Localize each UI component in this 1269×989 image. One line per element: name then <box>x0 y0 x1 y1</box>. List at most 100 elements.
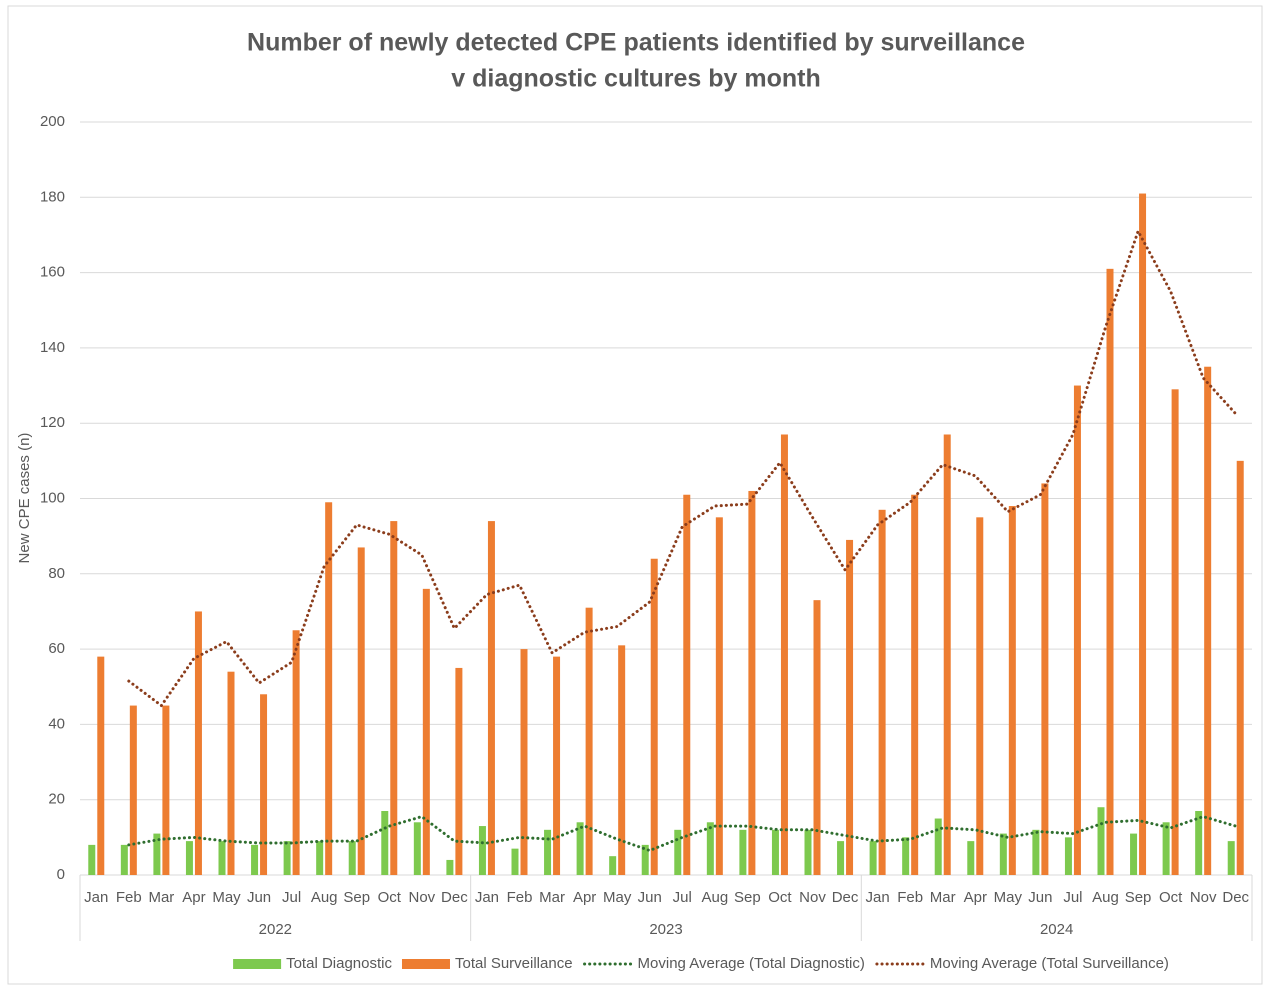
legend-label: Total Surveillance <box>455 955 573 972</box>
x-tick-label: Oct <box>768 889 792 906</box>
bar <box>129 705 137 875</box>
y-tick-label: 200 <box>40 113 65 130</box>
y-tick-label: 20 <box>48 791 65 808</box>
x-tick-label: Sep <box>343 889 370 906</box>
bar <box>585 607 593 875</box>
x-tick-label: Jun <box>247 889 271 906</box>
bar <box>804 829 812 875</box>
bar <box>162 705 170 875</box>
bar <box>316 841 324 875</box>
x-tick-label: Jan <box>84 889 108 906</box>
bar <box>934 818 942 875</box>
bar <box>1041 483 1049 875</box>
x-tick-label: Nov <box>408 889 435 906</box>
x-tick-label: May <box>212 889 241 906</box>
bar <box>487 521 495 875</box>
x-tick-label: Jun <box>638 889 662 906</box>
bar <box>999 833 1007 875</box>
bar <box>413 822 421 875</box>
y-tick-label: 100 <box>40 489 65 506</box>
bar <box>1236 460 1244 875</box>
x-tick-label: Jun <box>1028 889 1052 906</box>
x-tick-label: Oct <box>1159 889 1183 906</box>
x-group-label: 2024 <box>1040 921 1073 938</box>
bar <box>1008 506 1016 875</box>
bar <box>618 645 626 875</box>
chart-title: Number of newly detected CPE patients id… <box>247 29 1025 57</box>
x-tick-label: Oct <box>378 889 402 906</box>
bar <box>715 517 723 875</box>
legend-label: Moving Average (Total Diagnostic) <box>638 955 865 972</box>
bar <box>1162 822 1170 875</box>
legend-label: Moving Average (Total Surveillance) <box>930 955 1169 972</box>
bar <box>227 671 235 875</box>
x-tick-label: May <box>603 889 632 906</box>
y-tick-label: 0 <box>57 866 65 883</box>
bar <box>846 539 854 875</box>
bar <box>553 656 561 875</box>
y-tick-label: 140 <box>40 339 65 356</box>
x-tick-label: Sep <box>734 889 761 906</box>
x-group-label: 2023 <box>649 921 682 938</box>
y-tick-label: 80 <box>48 565 65 582</box>
x-tick-label: Jul <box>673 889 692 906</box>
bar <box>943 434 951 875</box>
x-tick-label: Dec <box>832 889 859 906</box>
bar <box>455 667 463 875</box>
bar <box>153 833 161 875</box>
x-tick-label: Sep <box>1125 889 1152 906</box>
bar <box>1130 833 1138 875</box>
bar <box>520 649 528 875</box>
y-tick-label: 160 <box>40 264 65 281</box>
bar <box>771 829 779 875</box>
bar <box>446 859 454 875</box>
bar <box>194 611 202 875</box>
x-tick-label: Feb <box>116 889 142 906</box>
x-tick-label: Mar <box>539 889 565 906</box>
bar <box>1227 841 1235 875</box>
bar <box>260 694 268 875</box>
bar <box>576 822 584 875</box>
chart-border <box>7 5 1263 985</box>
bar <box>780 434 788 875</box>
bar <box>1195 810 1203 875</box>
bar <box>1097 807 1105 875</box>
x-tick-label: Apr <box>573 889 596 906</box>
bar <box>739 829 747 875</box>
bar <box>869 841 877 875</box>
x-tick-label: Apr <box>182 889 205 906</box>
x-tick-label: Jan <box>475 889 499 906</box>
legend-swatch <box>233 959 282 969</box>
bar <box>422 588 430 875</box>
bar <box>967 841 975 875</box>
x-tick-label: Apr <box>964 889 987 906</box>
y-tick-label: 120 <box>40 414 65 431</box>
bar <box>976 517 984 875</box>
bar <box>120 844 128 875</box>
x-tick-label: May <box>994 889 1023 906</box>
x-tick-label: Dec <box>441 889 468 906</box>
bar <box>390 521 398 875</box>
moving-average-line <box>127 814 1238 853</box>
bar <box>381 810 389 875</box>
bar <box>609 856 617 875</box>
y-tick-label: 40 <box>48 715 65 732</box>
x-tick-label: Nov <box>799 889 826 906</box>
x-tick-label: Jul <box>282 889 301 906</box>
x-tick-label: Aug <box>311 889 338 906</box>
bar <box>97 656 105 875</box>
bar <box>878 509 886 875</box>
x-tick-label: Mar <box>930 889 956 906</box>
bar <box>1106 268 1114 876</box>
moving-average-line <box>127 227 1238 708</box>
x-tick-label: Feb <box>897 889 923 906</box>
bar <box>674 829 682 875</box>
bar <box>88 844 96 875</box>
bar <box>902 837 910 875</box>
x-tick-label: Feb <box>507 889 533 906</box>
bar <box>706 822 714 875</box>
bar <box>283 841 291 875</box>
bar <box>511 848 519 875</box>
bar <box>837 841 845 875</box>
